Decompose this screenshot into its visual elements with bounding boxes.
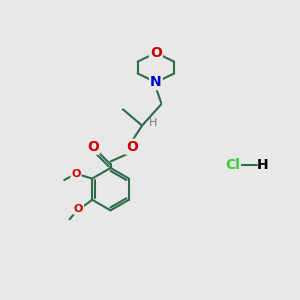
Text: Cl: Cl [225, 158, 240, 172]
Text: O: O [126, 140, 138, 154]
Text: H: H [149, 118, 158, 128]
Text: O: O [74, 204, 83, 214]
Text: O: O [87, 140, 99, 154]
Text: H: H [257, 158, 268, 172]
Text: O: O [150, 46, 162, 60]
Text: O: O [71, 169, 81, 179]
Text: N: N [150, 75, 162, 89]
